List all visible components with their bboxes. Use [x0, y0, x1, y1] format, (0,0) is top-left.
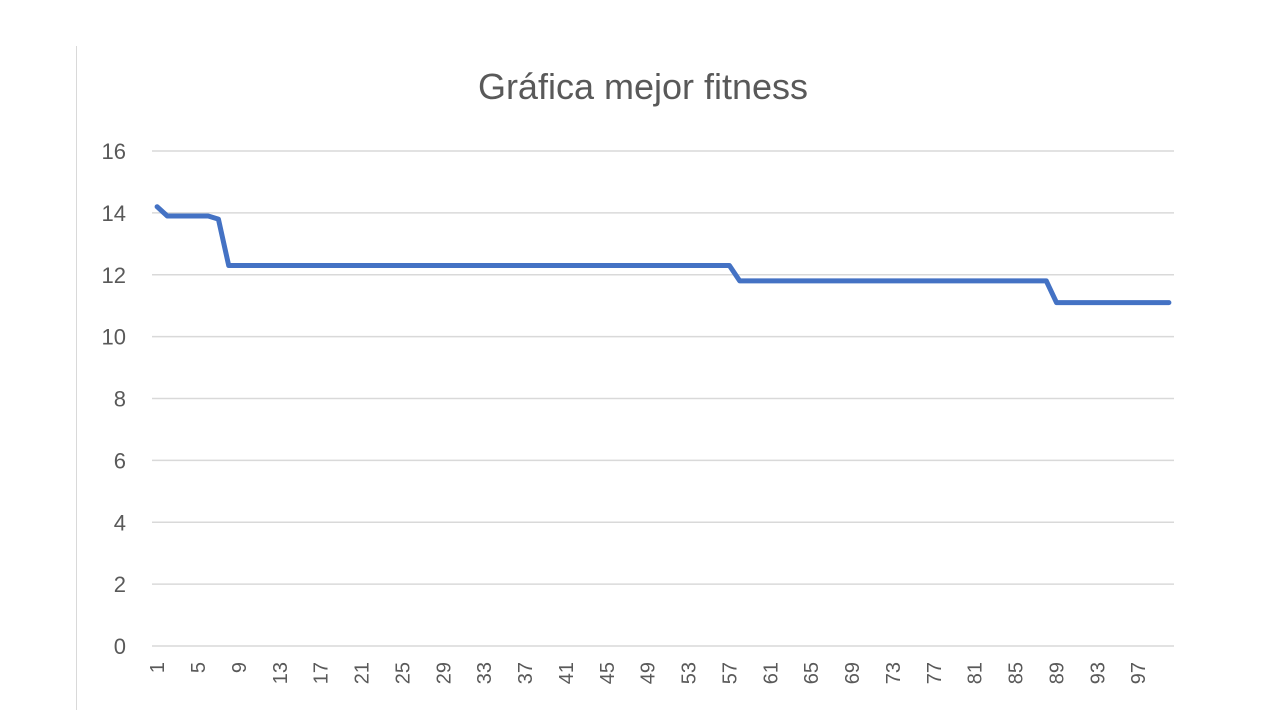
x-tick-label: 17 [311, 662, 333, 684]
x-tick-label: 5 [188, 662, 210, 673]
y-tick-label: 8 [114, 387, 126, 412]
x-tick-label: 9 [229, 662, 251, 673]
x-tick-label: 33 [474, 662, 496, 684]
y-tick-label: 12 [102, 263, 126, 288]
x-tick-label: 53 [679, 662, 701, 684]
y-axis-ticks: 0 2 4 6 8 10 12 14 16 [102, 139, 126, 659]
x-tick-label: 49 [638, 662, 660, 684]
left-border [76, 46, 77, 710]
y-tick-label: 14 [102, 201, 126, 226]
x-tick-label: 29 [433, 662, 455, 684]
y-tick-label: 10 [102, 325, 126, 350]
y-tick-label: 0 [114, 634, 126, 659]
x-tick-label: 1 [147, 662, 169, 673]
x-tick-label: 21 [352, 662, 374, 684]
x-tick-label: 37 [515, 662, 537, 684]
y-tick-label: 6 [114, 448, 126, 473]
y-tick-label: 4 [114, 510, 126, 535]
grid-lines [152, 150, 1174, 647]
x-tick-label: 85 [1006, 662, 1028, 684]
x-tick-label: 57 [719, 662, 741, 684]
chart-title: Gráfica mejor fitness [478, 66, 808, 107]
x-tick-label: 25 [392, 662, 414, 684]
x-tick-label: 81 [965, 662, 987, 684]
x-tick-label: 89 [1046, 662, 1068, 684]
y-tick-label: 2 [114, 572, 126, 597]
x-tick-label: 41 [556, 662, 578, 684]
x-tick-label: 93 [1087, 662, 1109, 684]
x-tick-label: 13 [270, 662, 292, 684]
x-tick-label: 65 [801, 662, 823, 684]
series-line-0 [154, 204, 1172, 306]
x-tick-label: 97 [1128, 662, 1150, 684]
series-layer [154, 204, 1172, 306]
x-tick-label: 69 [842, 662, 864, 684]
x-tick-label: 77 [924, 662, 946, 684]
y-tick-label: 16 [102, 139, 126, 164]
x-tick-label: 45 [597, 662, 619, 684]
x-axis-ticks: 1 5 9 13 17 21 25 29 33 37 41 45 49 53 57 61 65 69 73 77 81 8… [147, 662, 1150, 684]
x-tick-label: 73 [883, 662, 905, 684]
x-tick-label: 61 [760, 662, 782, 684]
